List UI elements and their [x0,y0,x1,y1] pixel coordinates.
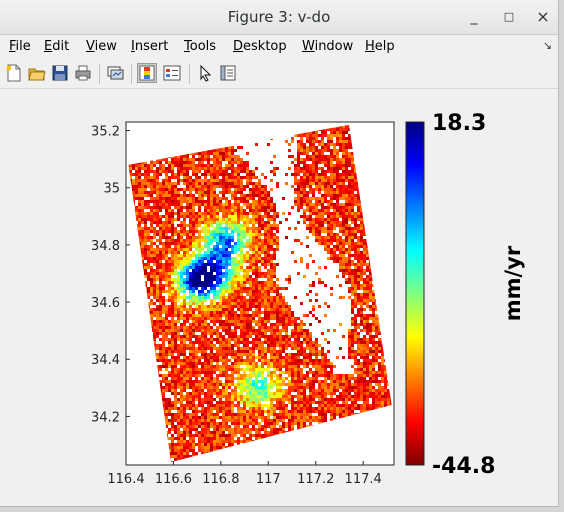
maximize-icon[interactable]: □ [503,10,515,23]
colorbar-unit-label: mm/yr [501,245,525,321]
menu-label-rest: iew [94,39,117,54]
menu-tools[interactable]: Tools [184,39,216,54]
heatmap-figure: 116.4 116.6 116.8 117 117.2 117.4 34.234.434.… [91,111,525,487]
menu-mnemonic: F [9,39,16,54]
toolbar-separator [99,64,100,84]
dock-arrow-icon[interactable]: ↘ [542,39,552,52]
menu-mnemonic: I [131,39,135,54]
menu-view[interactable]: View [86,39,117,54]
y-tick-label: 34.6 [91,296,120,311]
x-tick-label: 116.6 [155,472,192,487]
menu-label-rest: nsert [134,39,169,54]
toolbar-separator [189,64,190,84]
menu-label-rest: ile [15,39,31,54]
colorbar[interactable] [405,121,425,466]
menu-label-rest: ools [189,39,217,54]
figure-toolbar [0,60,558,89]
colorbar-max-label: 18.3 [432,111,486,136]
y-tick-label: 35.2 [91,125,120,140]
menu-label-rest: dit [52,39,70,54]
menu-edit[interactable]: Edit [44,39,69,54]
y-tick-label: 34.8 [91,239,120,254]
title-bar[interactable]: Figure 3: v-do _ □ × [0,0,558,35]
save-disk-icon[interactable] [51,64,69,82]
menu-desktop[interactable]: Desktop [233,39,287,54]
x-tick-label: 116.4 [107,472,144,487]
menu-mnemonic: D [233,39,244,54]
link-plot-icon[interactable] [106,64,124,82]
menu-mnemonic: V [86,39,95,54]
figure-canvas: 116.4 116.6 116.8 117 117.2 117.4 34.2 34.4 34.… [0,89,558,506]
window-title: Figure 3: v-do [227,8,331,26]
toolbar-separator [131,64,132,84]
y-tick-label: 35 [103,182,120,197]
y-axis: 34.2 34.4 34.6 34.8 35 35.2 [91,125,130,425]
property-inspector-icon[interactable] [219,64,237,82]
x-tick-label: 117 [256,472,281,487]
menu-window[interactable]: Window [302,39,353,54]
x-tick-label: 116.8 [202,472,239,487]
colorbar-icon[interactable] [137,63,157,83]
menu-bar: File Edit View Insert Tools Desktop Window Help… [0,35,558,59]
menu-label-rest: indow [314,39,354,54]
menu-mnemonic: T [184,39,190,54]
menu-help[interactable]: Help [365,39,395,54]
menu-label-rest: elp [374,39,395,54]
x-tick-label: 117.4 [345,472,382,487]
legend-icon[interactable] [163,64,181,82]
new-file-icon[interactable] [5,64,23,82]
menu-insert[interactable]: Insert [131,39,168,54]
printer-icon[interactable] [74,64,92,82]
minimize-icon[interactable]: _ [470,9,478,25]
menu-mnemonic: E [44,39,53,54]
pointer-arrow-icon[interactable] [196,64,214,82]
x-axis: 116.4 116.6 116.8 117 117.2 117.4 [107,461,382,487]
x-tick-label: 117.2 [297,472,334,487]
colorbar-min-label: -44.8 [432,454,495,479]
y-tick-label: 34.2 [91,410,120,425]
y-tick-label: 34.4 [91,353,120,368]
menu-file[interactable]: File [9,39,31,54]
menu-label-rest: esktop [243,39,287,54]
open-folder-icon[interactable] [28,64,46,82]
close-icon[interactable]: × [536,7,550,26]
menu-mnemonic: H [365,39,375,54]
menu-mnemonic: W [302,39,315,54]
